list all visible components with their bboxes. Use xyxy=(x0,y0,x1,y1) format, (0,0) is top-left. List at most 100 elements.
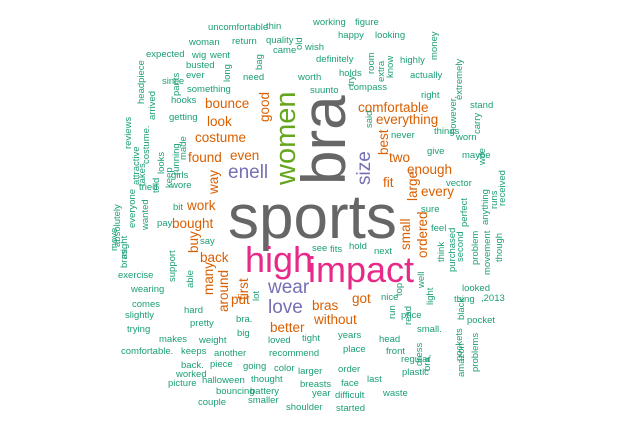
cloud-word-light: light xyxy=(425,287,436,305)
cloud-word-bra: bra, xyxy=(422,355,433,371)
cloud-word-comfortable: comfortable xyxy=(358,100,429,115)
cloud-word-fit: fit xyxy=(383,175,394,190)
cloud-word-love: love xyxy=(268,297,303,318)
cloud-word-head: head xyxy=(379,334,400,345)
cloud-word-better: better xyxy=(270,320,305,335)
cloud-word-picture: picture xyxy=(168,378,197,389)
cloud-word-move: move xyxy=(109,228,120,251)
cloud-word-thing: thing xyxy=(454,294,475,305)
cloud-word-high: high xyxy=(245,239,313,280)
cloud-word-support: support xyxy=(167,250,178,282)
cloud-word-getting: getting xyxy=(169,112,198,123)
cloud-word-uncomfortable: uncomfortable xyxy=(208,22,268,33)
cloud-word-girls: girls xyxy=(171,170,189,181)
cloud-word-best: best xyxy=(376,129,391,155)
cloud-word-well: well xyxy=(416,272,427,289)
cloud-word-keeps: keeps xyxy=(181,346,207,357)
cloud-word-loved: loved xyxy=(268,335,291,346)
cloud-word-front: front xyxy=(386,346,405,357)
cloud-word-going: going xyxy=(243,361,266,372)
cloud-word-see: see xyxy=(312,243,327,254)
cloud-word-enell: enell xyxy=(228,162,268,183)
cloud-word-pockets: pockets xyxy=(454,328,465,361)
cloud-word-face: face xyxy=(341,378,359,389)
cloud-word-things: things xyxy=(434,126,460,137)
cloud-word-sports: sports xyxy=(228,183,397,252)
cloud-word-came: came xyxy=(273,45,296,56)
cloud-word-extra: extra xyxy=(376,60,387,82)
cloud-word-thought: thought xyxy=(251,374,283,385)
cloud-word-way: way xyxy=(206,170,221,195)
cloud-word-put: put xyxy=(231,292,250,307)
cloud-word-made: made xyxy=(178,136,189,160)
cloud-word-plastic: plastic xyxy=(402,367,429,378)
cloud-word-top: top xyxy=(394,283,405,296)
cloud-word-purchased: purchased xyxy=(447,228,458,272)
cloud-word-takes: takes xyxy=(137,163,148,186)
cloud-word-problem: problem xyxy=(470,231,481,265)
cloud-word-wish: wish xyxy=(304,42,324,53)
cloud-word-stand: stand xyxy=(470,100,493,111)
cloud-word-second: second xyxy=(455,231,466,262)
cloud-word-look: look xyxy=(207,114,232,129)
cloud-word-bag: bag xyxy=(254,54,265,70)
cloud-word-years: years xyxy=(338,330,361,341)
cloud-word-fits: fits xyxy=(330,244,342,255)
cloud-word-definitely: definitely xyxy=(316,54,354,65)
cloud-word-pay: pay xyxy=(157,218,173,229)
cloud-word-good: good xyxy=(257,92,272,122)
cloud-word-bought: bought xyxy=(172,216,214,231)
cloud-word-tight: tight xyxy=(302,333,320,344)
cloud-word-never: never xyxy=(391,130,415,141)
cloud-word-suunto: suunto xyxy=(310,85,339,96)
cloud-word-wearing: wearing xyxy=(130,284,164,295)
cloud-word-enough: enough xyxy=(407,162,452,177)
cloud-word-regular: regular xyxy=(401,354,431,365)
cloud-word-pretty: pretty xyxy=(190,318,214,329)
cloud-word-working: working xyxy=(312,17,346,28)
cloud-word-pocket: pocket xyxy=(467,315,495,326)
cloud-word-impact: impact xyxy=(308,249,414,290)
cloud-word-makes: makes xyxy=(159,334,187,345)
cloud-word-perfect: perfect xyxy=(459,198,470,227)
cloud-word-another: another xyxy=(214,348,246,359)
cloud-word-halloween: halloween xyxy=(202,375,245,386)
cloud-word-vector: vector xyxy=(446,178,472,189)
cloud-word-know: know xyxy=(385,56,396,78)
cloud-word-two: two xyxy=(389,150,410,165)
cloud-word-keep: keep xyxy=(164,167,175,188)
cloud-word-looking: looking xyxy=(375,30,405,41)
cloud-word-costume: costume. xyxy=(141,125,152,164)
cloud-word-maybe: maybe xyxy=(462,150,491,161)
cloud-word-everything: everything xyxy=(376,112,438,127)
cloud-word-black: black xyxy=(456,298,467,320)
cloud-word-many: many xyxy=(201,262,216,295)
cloud-word-looks: looks xyxy=(156,152,167,174)
cloud-word-big: big xyxy=(237,328,250,339)
cloud-word-room: room xyxy=(366,52,377,74)
cloud-word-since: since xyxy=(162,76,184,87)
cloud-word-battery: battery xyxy=(250,386,279,397)
cloud-word-price: price xyxy=(401,310,422,321)
cloud-word-woman: woman xyxy=(188,37,220,48)
cloud-word-give: give xyxy=(427,146,444,157)
cloud-word-quality: quality xyxy=(266,35,294,46)
cloud-word-think: think xyxy=(436,242,447,262)
cloud-word-say: say xyxy=(200,236,215,247)
cloud-word-looked: looked xyxy=(462,283,490,294)
cloud-word-pants: pants xyxy=(171,73,182,96)
cloud-word-back: back. xyxy=(181,360,204,371)
cloud-word-worn: worn xyxy=(455,132,477,143)
cloud-word-got: got xyxy=(352,291,371,306)
cloud-word-something: something xyxy=(187,84,231,95)
cloud-word-buy: buy xyxy=(186,231,201,253)
cloud-word-try: try xyxy=(346,75,357,86)
cloud-word-runs: runs xyxy=(489,190,500,209)
cloud-word-exercise: exercise xyxy=(118,270,153,281)
cloud-word-anything: anything xyxy=(480,189,491,225)
cloud-word-2013: ,2013 xyxy=(481,293,505,304)
cloud-word-larger: larger xyxy=(298,366,322,377)
cloud-word-thin: thin xyxy=(266,21,281,32)
cloud-word-told: told xyxy=(151,178,162,193)
